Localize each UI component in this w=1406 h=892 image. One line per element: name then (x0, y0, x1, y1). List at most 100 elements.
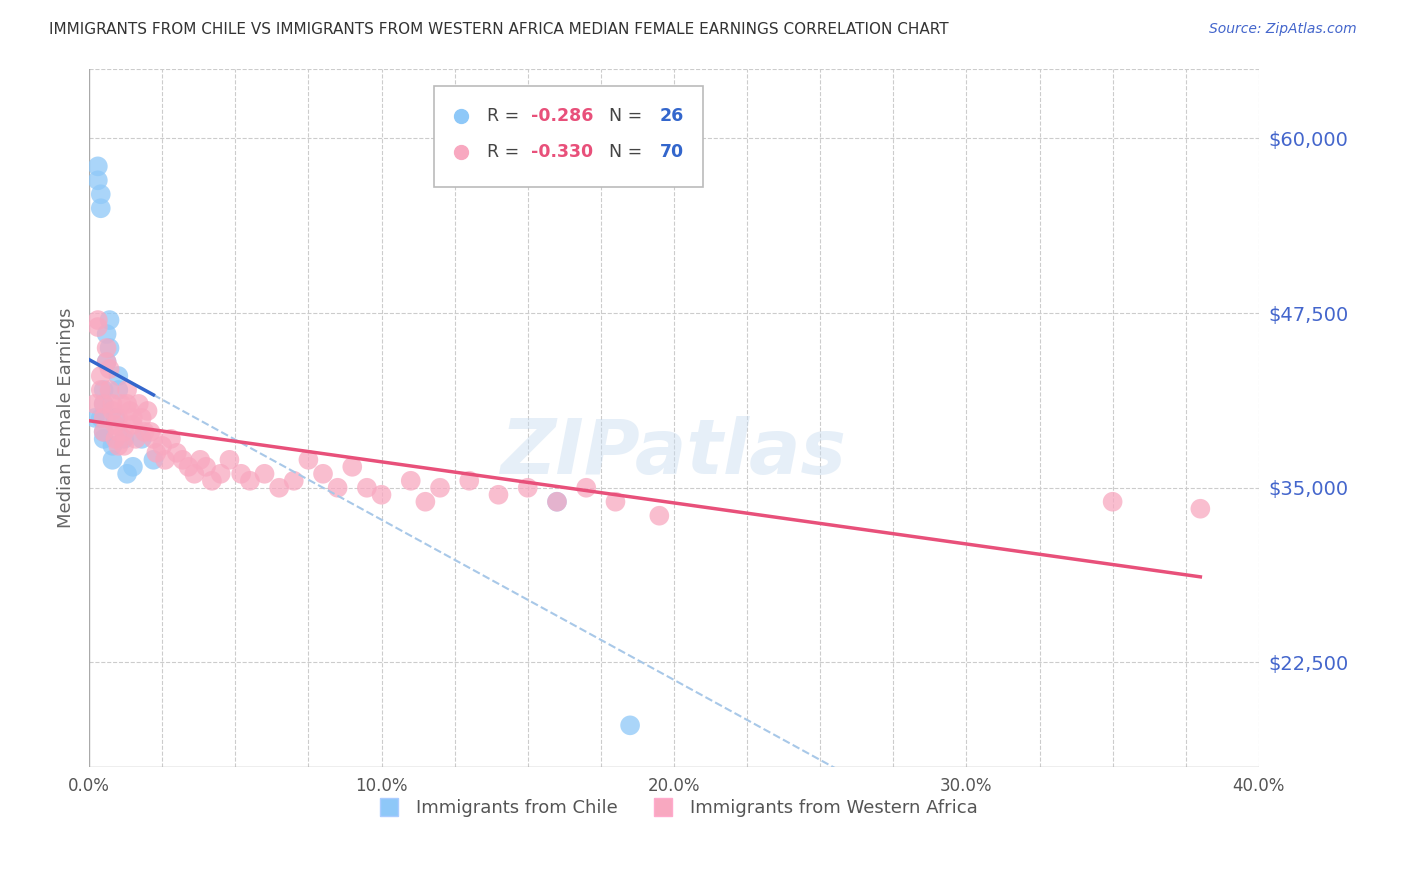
Point (209, 467, 232, 481)
Point (90, 201, 112, 215)
Point (98, 341, 121, 355)
Point (93, 425, 115, 439)
Y-axis label: Median Female Earnings: Median Female Earnings (58, 308, 75, 528)
Point (195, 459, 218, 474)
Point (107, 410, 129, 425)
Point (101, 404, 124, 418)
Text: 70: 70 (659, 144, 685, 161)
Point (516, 481, 538, 495)
Point (90, 368, 112, 383)
Point (546, 494, 568, 508)
Point (283, 474, 305, 488)
Point (183, 467, 205, 481)
Point (458, 474, 481, 488)
Point (605, 494, 627, 508)
Point (648, 508, 671, 523)
Point (112, 432, 135, 446)
Point (122, 417, 145, 432)
Point (96, 355, 118, 369)
Point (166, 446, 188, 460)
Point (118, 404, 141, 418)
Point (87, 320, 110, 334)
Point (370, 488, 392, 502)
Text: N =: N = (598, 107, 648, 125)
Point (136, 404, 159, 418)
Point (115, 467, 138, 481)
Point (122, 459, 145, 474)
Point (172, 452, 194, 467)
Point (98, 313, 121, 327)
Point (87, 313, 110, 327)
Point (142, 452, 165, 467)
Point (128, 397, 150, 411)
Point (201, 474, 224, 488)
Point (93, 383, 115, 397)
Point (84, 410, 107, 425)
Point (145, 446, 167, 460)
Point (96, 341, 118, 355)
Text: -0.286: -0.286 (531, 107, 593, 125)
Point (101, 397, 124, 411)
Point (218, 452, 240, 467)
Point (101, 439, 124, 453)
Text: N =: N = (598, 144, 648, 161)
Text: R =: R = (486, 144, 524, 161)
Point (488, 488, 510, 502)
Point (115, 397, 138, 411)
Point (356, 481, 378, 495)
Point (312, 467, 335, 481)
Point (107, 368, 129, 383)
Point (90, 187, 112, 202)
Point (429, 481, 451, 495)
Point (107, 383, 129, 397)
Point (342, 459, 364, 474)
Point (93, 432, 115, 446)
Point (104, 432, 127, 446)
Point (115, 383, 138, 397)
Point (188, 452, 211, 467)
Legend: Immigrants from Chile, Immigrants from Western Africa: Immigrants from Chile, Immigrants from W… (363, 792, 984, 824)
Point (326, 481, 349, 495)
Point (93, 397, 115, 411)
Point (87, 173, 110, 187)
Text: R =: R = (486, 107, 524, 125)
Point (93, 397, 115, 411)
Point (160, 432, 183, 446)
Point (96, 326, 118, 341)
Point (177, 459, 200, 474)
Point (239, 474, 262, 488)
Point (110, 397, 132, 411)
Point (87, 159, 110, 173)
Point (139, 425, 162, 439)
Point (134, 425, 156, 439)
Point (131, 410, 153, 425)
Point (297, 452, 319, 467)
Point (93, 425, 115, 439)
Text: IMMIGRANTS FROM CHILE VS IMMIGRANTS FROM WESTERN AFRICA MEDIAN FEMALE EARNINGS C: IMMIGRANTS FROM CHILE VS IMMIGRANTS FROM… (49, 22, 949, 37)
Point (546, 494, 568, 508)
Point (112, 439, 135, 453)
Text: ZIPatlas: ZIPatlas (501, 416, 846, 490)
Point (131, 432, 153, 446)
Point (253, 467, 276, 481)
Text: 26: 26 (659, 107, 685, 125)
Point (619, 718, 641, 732)
Point (104, 410, 127, 425)
Point (98, 383, 121, 397)
Point (142, 432, 165, 446)
Point (1101, 494, 1123, 508)
Point (125, 432, 148, 446)
Point (1189, 501, 1212, 516)
Point (399, 474, 422, 488)
Point (93, 410, 115, 425)
Point (101, 452, 124, 467)
Point (415, 494, 437, 508)
Point (104, 417, 127, 432)
Point (153, 452, 176, 467)
Point (90, 410, 112, 425)
Text: Source: ZipAtlas.com: Source: ZipAtlas.com (1209, 22, 1357, 37)
Point (107, 425, 129, 439)
Point (231, 467, 253, 481)
Point (269, 481, 291, 495)
Point (98, 362, 121, 376)
